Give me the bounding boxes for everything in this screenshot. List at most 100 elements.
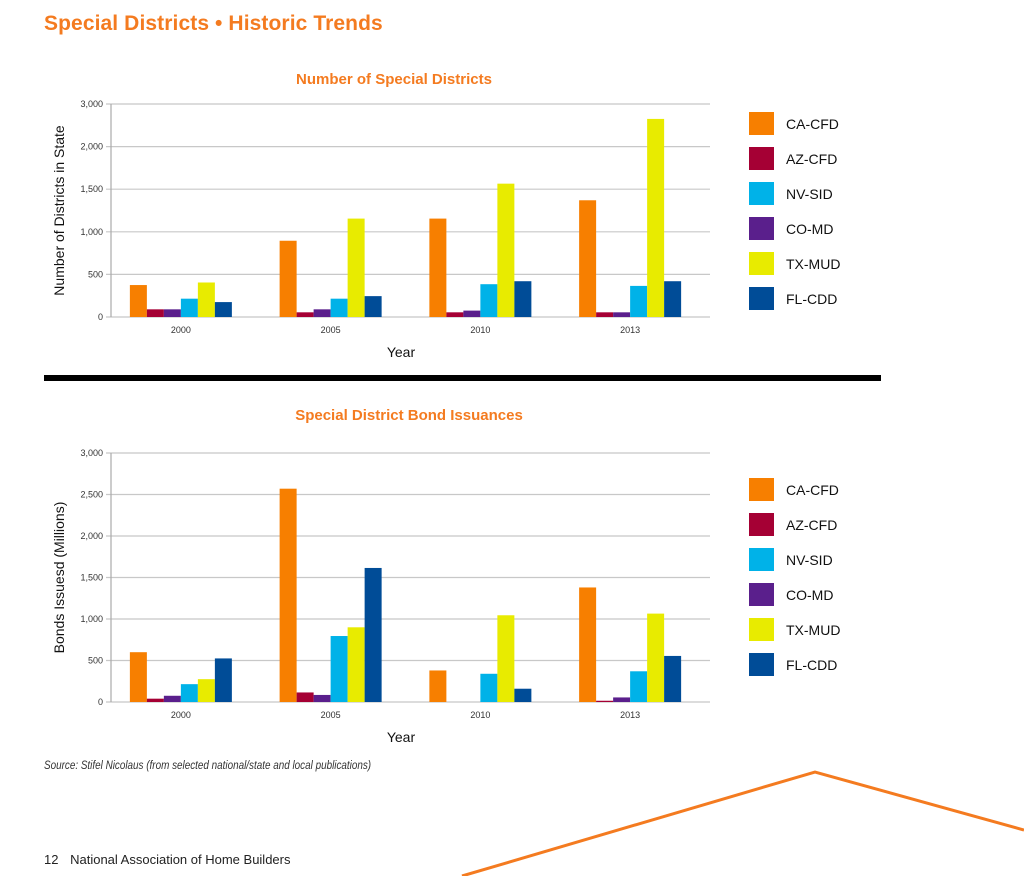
x-tick-label: 2013 xyxy=(620,325,640,335)
y-axis-label: Bonds Issuesd (Millions) xyxy=(51,502,67,654)
bar-ca-cfd-2000 xyxy=(129,285,147,317)
x-tick-label: 2000 xyxy=(171,325,191,335)
x-tick-label: 2005 xyxy=(321,325,341,335)
bar-az-cfd-2013 xyxy=(596,700,614,702)
legend-label-fl-cdd: FL-CDD xyxy=(786,657,837,673)
bar-fl-cdd-2013 xyxy=(664,281,682,317)
bar-co-md-2010 xyxy=(463,310,481,317)
y-axis-label: Number of Districts in State xyxy=(51,125,67,296)
legend-label-az-cfd: AZ-CFD xyxy=(786,517,837,533)
y-tick-label: 3,000 xyxy=(80,448,103,458)
legend-swatch-co-md xyxy=(749,217,774,240)
bar-co-md-2013 xyxy=(613,312,631,317)
y-tick-label: 2,500 xyxy=(80,490,103,500)
x-tick-label: 2005 xyxy=(321,710,341,720)
bar-fl-cdd-2005 xyxy=(364,296,382,317)
bar-ca-cfd-2013 xyxy=(579,200,597,317)
bar-co-md-2000 xyxy=(163,309,181,317)
legend-label-ca-cfd: CA-CFD xyxy=(786,116,839,132)
legend-swatch-az-cfd xyxy=(749,147,774,170)
chart-title: Number of Special Districts xyxy=(296,71,492,88)
legend-swatch-az-cfd xyxy=(749,513,774,536)
legend-swatch-ca-cfd xyxy=(749,112,774,135)
chart-bond-issuances: Special District Bond Issuances 0 500 1,000… xyxy=(51,407,840,745)
bar-nv-sid-2005 xyxy=(330,636,348,702)
legend-swatch-nv-sid xyxy=(749,548,774,571)
legend-label-tx-mud: TX-MUD xyxy=(786,256,840,272)
legend-swatch-tx-mud xyxy=(749,252,774,275)
y-tick-label: 1,500 xyxy=(80,184,103,194)
chart-number-of-special-districts: Number of Special Districts 0 500 1,000 1,50… xyxy=(51,71,840,360)
bar-nv-sid-2000 xyxy=(180,298,198,317)
legend-swatch-fl-cdd xyxy=(749,287,774,310)
x-axis-label: Year xyxy=(387,729,416,745)
legend-label-co-md: CO-MD xyxy=(786,587,833,603)
y-tick-label: 0 xyxy=(98,697,103,707)
bar-tx-mud-2005 xyxy=(347,627,365,702)
bar-nv-sid-2013 xyxy=(630,671,648,702)
legend-label-az-cfd: AZ-CFD xyxy=(786,151,837,167)
bar-tx-mud-2013 xyxy=(647,613,665,702)
bar-fl-cdd-2000 xyxy=(214,302,232,317)
page-number: 12 xyxy=(44,852,59,867)
x-axis-label: Year xyxy=(387,344,416,360)
y-tick-label: 0 xyxy=(98,312,103,322)
legend-label-co-md: CO-MD xyxy=(786,221,833,237)
bar-ca-cfd-2010 xyxy=(429,218,447,317)
bar-az-cfd-2005 xyxy=(296,312,314,317)
y-tick-label: 1,000 xyxy=(80,614,103,624)
x-tick-label: 2010 xyxy=(470,325,490,335)
bar-ca-cfd-2005 xyxy=(279,488,297,702)
y-tick-label: 500 xyxy=(88,656,103,666)
footer-organization: National Association of Home Builders xyxy=(70,852,291,867)
y-tick-label: 1,000 xyxy=(80,227,103,237)
bar-az-cfd-2013 xyxy=(596,312,614,317)
section-divider xyxy=(44,375,881,381)
bar-ca-cfd-2000 xyxy=(129,652,147,702)
bar-ca-cfd-2010 xyxy=(429,670,447,702)
bar-tx-mud-2013 xyxy=(647,118,665,317)
y-tick-label: 1,500 xyxy=(80,573,103,583)
bar-co-md-2005 xyxy=(313,694,331,702)
bar-fl-cdd-2010 xyxy=(514,281,532,317)
x-tick-label: 2010 xyxy=(470,710,490,720)
bar-tx-mud-2010 xyxy=(497,183,515,317)
legend-label-nv-sid: NV-SID xyxy=(786,186,833,202)
bar-az-cfd-2010 xyxy=(446,312,464,317)
bar-fl-cdd-2005 xyxy=(364,567,382,702)
bar-nv-sid-2010 xyxy=(480,673,498,702)
legend-swatch-co-md xyxy=(749,583,774,606)
legend-label-ca-cfd: CA-CFD xyxy=(786,482,839,498)
bar-fl-cdd-2013 xyxy=(664,655,682,702)
bar-az-cfd-2000 xyxy=(146,698,164,702)
legend-label-fl-cdd: FL-CDD xyxy=(786,291,837,307)
legend-swatch-ca-cfd xyxy=(749,478,774,501)
legend-label-nv-sid: NV-SID xyxy=(786,552,833,568)
bar-tx-mud-2010 xyxy=(497,615,515,702)
page-footer: 12 National Association of Home Builders xyxy=(44,852,290,867)
bar-fl-cdd-2010 xyxy=(514,688,532,702)
chart-title: Special District Bond Issuances xyxy=(295,407,523,424)
legend-swatch-nv-sid xyxy=(749,182,774,205)
y-tick-label: 3,000 xyxy=(80,99,103,109)
legend-swatch-fl-cdd xyxy=(749,653,774,676)
bar-co-md-2000 xyxy=(163,695,181,702)
bar-nv-sid-2000 xyxy=(180,684,198,702)
bar-az-cfd-2000 xyxy=(146,309,164,317)
y-tick-label: 500 xyxy=(88,269,103,279)
bar-nv-sid-2013 xyxy=(630,285,648,317)
legend-swatch-tx-mud xyxy=(749,618,774,641)
x-tick-label: 2000 xyxy=(171,710,191,720)
bar-fl-cdd-2000 xyxy=(214,658,232,702)
y-tick-label: 2,000 xyxy=(80,531,103,541)
bar-ca-cfd-2013 xyxy=(579,587,597,702)
legend-label-tx-mud: TX-MUD xyxy=(786,622,840,638)
source-note: Source: Stifel Nicolaus (from selected n… xyxy=(44,760,372,772)
bar-ca-cfd-2005 xyxy=(279,240,297,317)
bar-tx-mud-2000 xyxy=(197,282,215,317)
bar-nv-sid-2005 xyxy=(330,298,348,317)
bar-co-md-2005 xyxy=(313,309,331,317)
y-tick-label: 2,000 xyxy=(80,142,103,152)
bar-nv-sid-2010 xyxy=(480,284,498,317)
bar-tx-mud-2005 xyxy=(347,218,365,317)
